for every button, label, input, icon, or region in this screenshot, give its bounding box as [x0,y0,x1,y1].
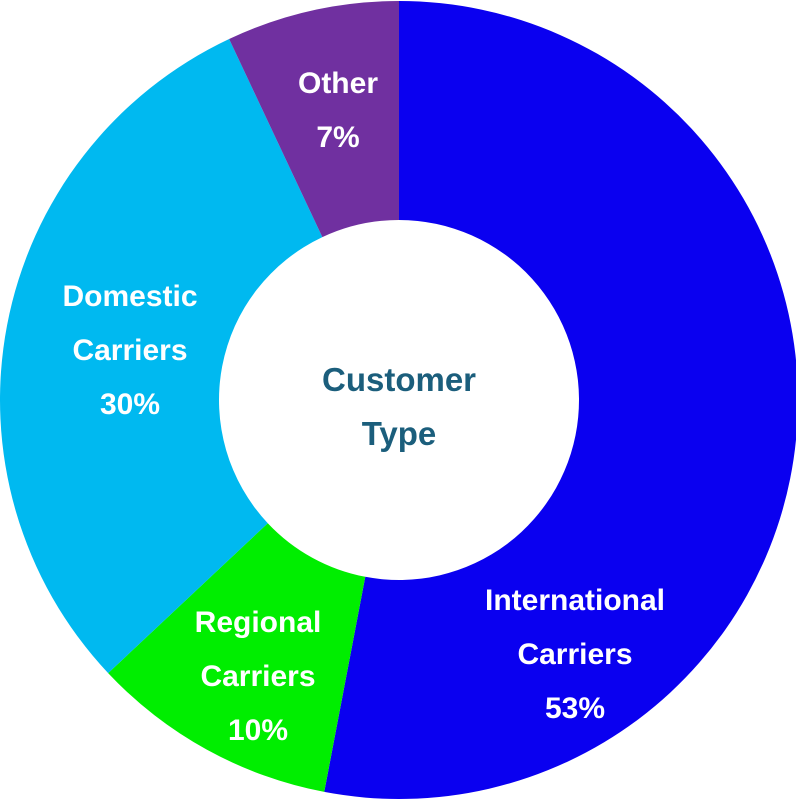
slice-label: Domestic Carriers 30% [62,280,197,421]
category-word: Carriers [517,638,632,671]
donut-slice [229,1,399,238]
value-label: 10% [228,714,288,747]
center-word: Type [362,415,437,452]
category-word: International [485,584,665,617]
donut-slice [324,1,796,799]
slice-label: Other 7% [298,67,378,154]
category-label: Other [298,67,378,100]
category-label: Domestic Carriers [62,280,197,367]
donut-slice [0,38,323,674]
donut-slice [108,523,366,792]
category-label: International Carriers [485,584,665,671]
value-label: 53% [545,692,605,725]
slice-label: International Carriers 53% [485,584,665,725]
value-label: 7% [316,121,359,154]
category-word: Other [298,67,378,100]
category-word: Carriers [200,660,315,693]
value-label: 30% [100,388,160,421]
category-label: Regional Carriers [195,606,322,693]
category-word: Domestic [62,280,197,313]
center-label: Customer Type [322,361,476,452]
category-word: Carriers [72,334,187,367]
category-word: Regional [195,606,322,639]
slice-label: Regional Carriers 10% [195,606,322,747]
center-word: Customer [322,361,476,398]
